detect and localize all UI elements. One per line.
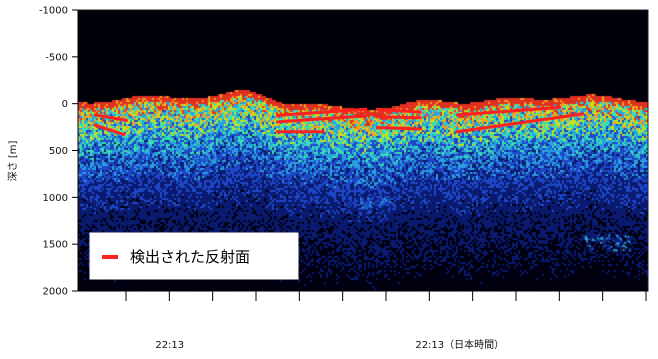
reflector-layer [93,105,584,137]
reflector-line-4 [276,114,368,124]
y-tick-label-1: -1000 [39,6,68,17]
x-tick-label-1: 22:13 [155,340,184,351]
y-tick-label-6: 1500 [43,240,68,251]
reflector-line-2 [93,123,126,137]
legend-swatch [102,255,118,259]
y-axis: -1000 -500 0 500 1000 1500 2000 [39,6,79,298]
y-tick-label-5: 1000 [43,193,68,204]
reflector-line-10 [455,112,584,134]
y-tick-label-3: 0 [62,99,68,110]
x-axis: 22:13 22:13（日本時間） [78,290,648,351]
y-axis-label: 深さ [m] [7,141,19,182]
x-tick-label-2: 22:13（日本時間） [415,338,504,351]
y-tick-label-4: 500 [49,146,68,157]
legend-box [89,232,299,280]
legend-label: 検出された反射面 [130,248,250,266]
reflector-line-7 [375,115,422,120]
reflector-line-9 [455,105,562,117]
y-tick-label-2: -500 [45,52,68,63]
legend: 検出された反射面 [89,232,299,280]
reflector-line-8 [375,126,422,131]
reflector-line-1 [93,113,128,123]
y-tick-label-7: 2000 [43,287,68,298]
reflector-line-6 [375,107,422,114]
reflector-line-3 [276,107,368,117]
